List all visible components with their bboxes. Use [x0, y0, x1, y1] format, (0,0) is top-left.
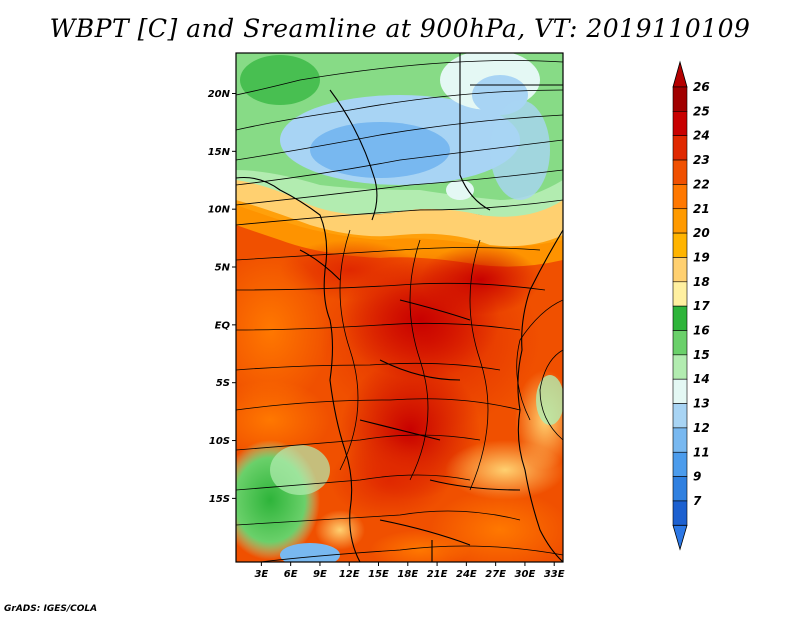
- colorbar-label: 26: [693, 80, 710, 94]
- lon-tick-label: 3E: [254, 569, 268, 580]
- lat-tick-label: 5N: [215, 263, 231, 274]
- lon-tick-label: 30E: [515, 569, 536, 580]
- lon-tick-label: 15E: [368, 569, 389, 580]
- colorbar-label: 23: [693, 153, 710, 167]
- colorbar-swatch: [672, 378, 688, 404]
- colorbar-label: 9: [693, 470, 701, 484]
- map-frame: [235, 52, 564, 563]
- colorbar-swatch: [672, 257, 688, 283]
- colorbar-label: 20: [693, 226, 710, 240]
- colorbar-swatch: [672, 208, 688, 234]
- lon-tick-label: 6E: [284, 569, 298, 580]
- credit-label: GrADS: IGES/COLA: [4, 604, 98, 614]
- lon-tick-label: 18E: [397, 569, 418, 580]
- colorbar-bottom-arrow: [672, 524, 688, 551]
- colorbar-swatch: [672, 111, 688, 136]
- colorbar-top-arrow: [672, 60, 688, 88]
- colorbar-label: 25: [693, 104, 710, 118]
- colorbar-swatch: [672, 281, 688, 307]
- colorbar-label: 24: [693, 129, 710, 143]
- lat-tick-label: 15N: [208, 147, 231, 158]
- colorbar-swatch: [672, 305, 688, 331]
- colorbar-label: 18: [693, 275, 710, 289]
- lon-tick-label: 9E: [313, 569, 327, 580]
- colorbar-swatch: [672, 451, 688, 477]
- colorbar-swatch: [672, 135, 688, 161]
- lat-tick-label: 10S: [209, 436, 230, 447]
- colorbar-swatch: [672, 427, 688, 453]
- lon-tick-label: 24E: [456, 569, 477, 580]
- colorbar-label: 11: [693, 445, 710, 459]
- colorbar-label: 16: [693, 324, 710, 338]
- wbpt-field: [236, 53, 563, 562]
- colorbar-label: 13: [693, 397, 710, 411]
- colorbar-label: 17: [693, 299, 710, 313]
- streamlines: [236, 60, 563, 562]
- lat-tick-label: 5S: [216, 378, 230, 389]
- colorbar-swatch: [672, 476, 688, 502]
- chart-title: WBPT [C] and Sreamline at 900hPa, VT: 20…: [49, 14, 751, 43]
- colorbar-label: 19: [693, 250, 710, 264]
- colorbar-swatch: [672, 159, 688, 185]
- lon-tick-label: 27E: [485, 569, 506, 580]
- colorbar-label: 14: [693, 372, 710, 386]
- colorbar-swatch: [672, 330, 688, 356]
- colorbar-label: 12: [693, 421, 710, 435]
- lat-tick-label: 20N: [208, 89, 231, 100]
- latitude-axis: 20N 15N 10N 5N EQ 5S 10S 15S: [208, 89, 236, 505]
- lon-tick-label: 33E: [544, 569, 565, 580]
- colorbar-swatch: [672, 232, 688, 258]
- longitude-axis: 3E 6E 9E 12E 15E 18E 21E 24E 27E 30E 33E: [254, 562, 565, 580]
- lon-tick-label: 21E: [427, 569, 448, 580]
- colorbar-swatch: [672, 86, 688, 112]
- colorbar-swatch: [672, 403, 688, 429]
- colorbar-swatch: [672, 184, 688, 210]
- lat-tick-label: 10N: [208, 205, 231, 216]
- colorbar: 26 25 24 23 22 21 20 19 18 17 16 15 14 13 12 11 9 7: [672, 60, 710, 551]
- colorbar-swatch: [672, 500, 688, 526]
- lon-tick-label: 12E: [339, 569, 360, 580]
- coastlines-borders: [236, 53, 563, 562]
- colorbar-swatch: [672, 354, 688, 380]
- lat-tick-label: EQ: [215, 320, 231, 331]
- colorbar-label: 7: [693, 494, 702, 508]
- colorbar-label: 15: [693, 348, 710, 362]
- colorbar-label: 22: [693, 177, 710, 191]
- colorbar-label: 21: [693, 202, 710, 216]
- lat-tick-label: 15S: [209, 494, 230, 505]
